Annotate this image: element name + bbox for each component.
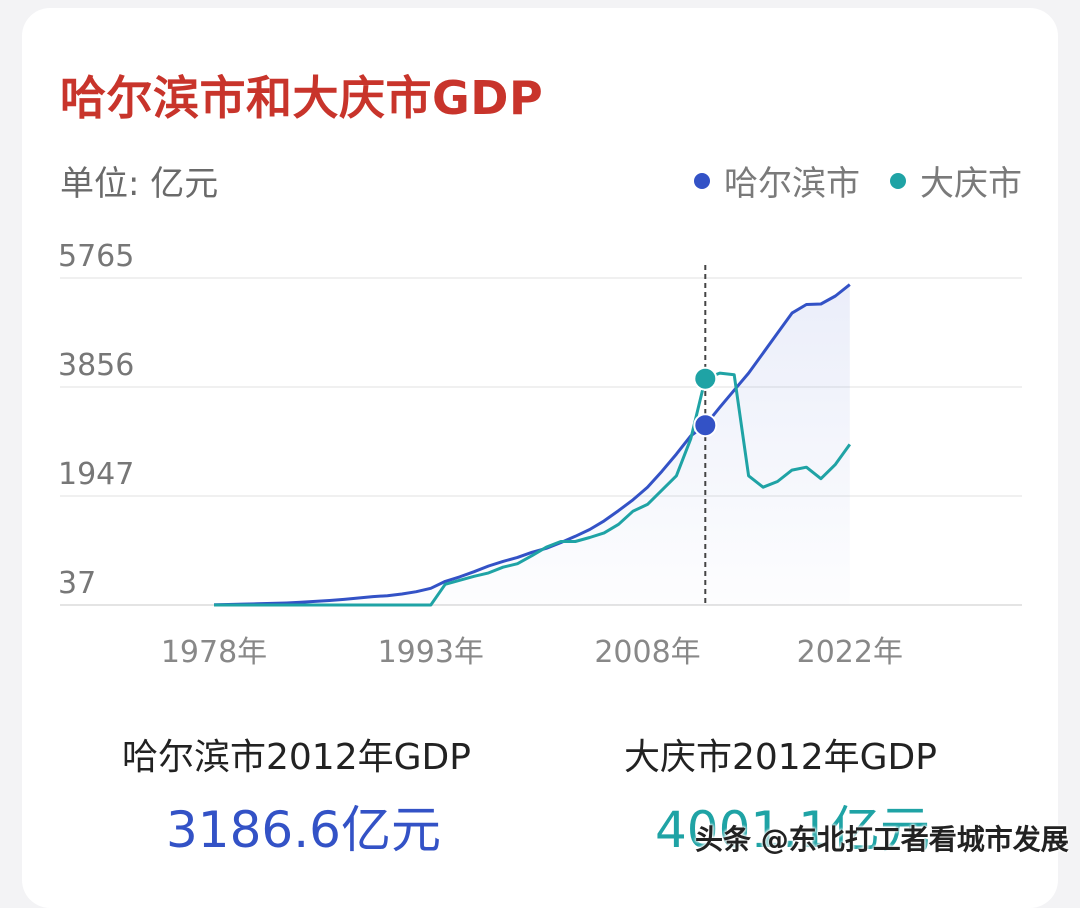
harbin-stat-value: 3186.6亿元	[166, 801, 441, 859]
y-tick-label: 3856	[58, 348, 134, 383]
legend-dot-daqing	[890, 172, 906, 189]
y-tick-label: 5765	[58, 239, 134, 274]
legend: 哈尔滨市 大庆市	[694, 156, 1022, 205]
daqing-stat-value: 4001.1亿元	[655, 801, 930, 859]
legend-label-daqing: 大庆市	[920, 164, 1022, 204]
legend-dot-harbin	[694, 172, 710, 189]
harbin-line	[213, 283, 851, 607]
unit-label: 单位: 亿元	[60, 164, 219, 204]
daqing-highlight-point	[693, 366, 718, 391]
legend-item-harbin[interactable]: 哈尔滨市	[694, 156, 860, 205]
x-tick-label: 2008年	[594, 635, 700, 670]
chart-title: 哈尔滨市和大庆市GDP	[60, 71, 544, 125]
y-tick-label: 1947	[58, 457, 134, 492]
x-tick-label: 2022年	[797, 635, 903, 670]
watermark: 头条 @东北打工者看城市发展	[695, 823, 1069, 856]
harbin-area	[214, 284, 850, 605]
harbin-stat-label: 哈尔滨市2012年GDP	[122, 737, 471, 778]
legend-item-daqing[interactable]: 大庆市	[890, 156, 1022, 205]
harbin-highlight-point	[693, 413, 718, 438]
daqing-line	[214, 371, 852, 607]
x-tick-label: 1978年	[161, 635, 267, 670]
daqing-stat-label: 大庆市2012年GDP	[624, 737, 937, 778]
chart-card	[22, 8, 1058, 908]
y-tick-label: 37	[58, 566, 96, 601]
x-tick-label: 1993年	[378, 635, 484, 670]
line-chart[interactable]: 5765 3856 1947 37 1978年 1993年 2008年 2022年	[0, 0, 1080, 873]
legend-label-harbin: 哈尔滨市	[724, 164, 860, 204]
